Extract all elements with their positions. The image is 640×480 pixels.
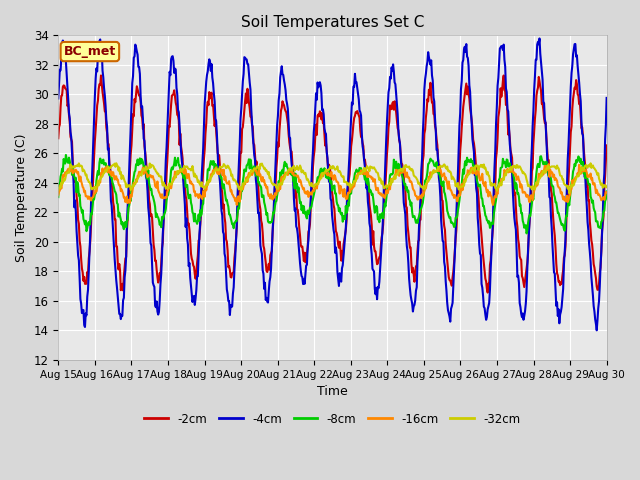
-32cm	[400, 164, 408, 170]
-32cm	[65, 170, 72, 176]
-4cm	[177, 134, 184, 140]
Line: -4cm: -4cm	[58, 38, 607, 330]
-16cm	[177, 169, 184, 175]
-32cm	[565, 190, 573, 196]
-8cm	[416, 211, 424, 216]
-32cm	[206, 178, 214, 184]
-2cm	[97, 72, 105, 78]
Line: -2cm: -2cm	[58, 75, 607, 292]
-2cm	[122, 256, 129, 262]
-32cm	[54, 187, 62, 193]
-8cm	[62, 152, 70, 158]
-32cm	[113, 160, 120, 166]
Line: -8cm: -8cm	[58, 155, 607, 233]
-32cm	[177, 167, 185, 173]
-2cm	[484, 289, 492, 295]
-8cm	[523, 230, 531, 236]
-8cm	[54, 194, 62, 200]
-4cm	[593, 327, 600, 333]
-32cm	[122, 180, 129, 185]
-2cm	[65, 101, 72, 107]
-4cm	[121, 275, 129, 280]
-16cm	[65, 166, 72, 172]
-32cm	[416, 181, 424, 187]
-8cm	[177, 166, 185, 171]
-2cm	[603, 143, 611, 148]
-16cm	[545, 161, 552, 167]
-4cm	[399, 183, 407, 189]
-32cm	[603, 184, 611, 190]
-8cm	[400, 179, 408, 184]
Y-axis label: Soil Temperature (C): Soil Temperature (C)	[15, 133, 28, 262]
Line: -16cm: -16cm	[58, 164, 607, 205]
-16cm	[415, 194, 423, 200]
-8cm	[603, 189, 611, 194]
-8cm	[206, 162, 214, 168]
-16cm	[205, 177, 213, 183]
Text: BC_met: BC_met	[64, 45, 116, 58]
-4cm	[54, 96, 62, 101]
-16cm	[54, 192, 62, 198]
-2cm	[416, 217, 424, 223]
-2cm	[177, 144, 185, 149]
X-axis label: Time: Time	[317, 385, 348, 398]
Legend: -2cm, -4cm, -8cm, -16cm, -32cm: -2cm, -4cm, -8cm, -16cm, -32cm	[140, 408, 525, 431]
-2cm	[206, 96, 214, 101]
-8cm	[122, 219, 129, 225]
-4cm	[65, 96, 72, 101]
-4cm	[603, 95, 611, 101]
-8cm	[65, 155, 73, 160]
-16cm	[489, 202, 497, 208]
-2cm	[400, 174, 408, 180]
-16cm	[399, 169, 407, 175]
Line: -32cm: -32cm	[58, 163, 607, 193]
Title: Soil Temperatures Set C: Soil Temperatures Set C	[241, 15, 424, 30]
-2cm	[54, 135, 62, 141]
-4cm	[205, 57, 213, 62]
-16cm	[121, 194, 129, 200]
-4cm	[536, 36, 543, 41]
-4cm	[415, 224, 423, 230]
-16cm	[603, 189, 611, 195]
